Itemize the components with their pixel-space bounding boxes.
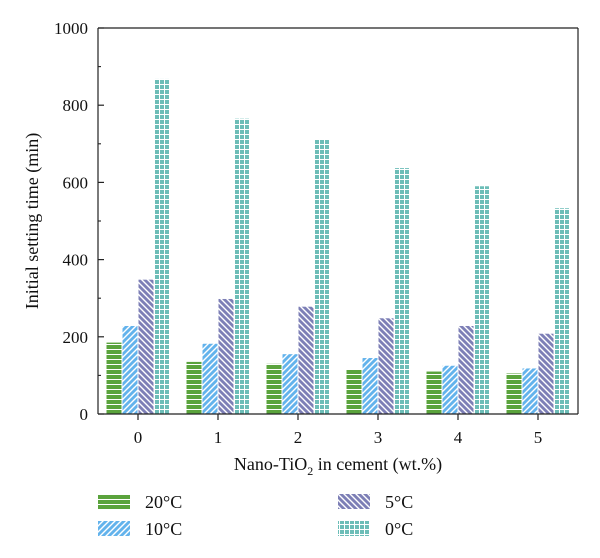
x-tick-label: 4 xyxy=(454,428,463,447)
y-tick-label: 800 xyxy=(63,96,89,115)
y-tick-label: 1000 xyxy=(54,19,88,38)
bar-0°C-0 xyxy=(154,78,170,415)
legend-swatch-10°C xyxy=(98,521,130,536)
bar-20°C-4 xyxy=(426,371,442,414)
legend-swatch-0°C xyxy=(338,521,370,536)
legend-swatch-20°C xyxy=(98,494,130,509)
axes-group xyxy=(97,27,579,415)
legend-label: 0°C xyxy=(385,519,413,539)
bar-10°C-2 xyxy=(282,354,298,414)
bar-0°C-1 xyxy=(234,118,250,415)
bar-0°C-4 xyxy=(474,186,490,414)
bar-5°C-1 xyxy=(218,298,234,414)
x-tick-label: 1 xyxy=(214,428,223,447)
bars-group xyxy=(106,78,570,415)
bar-5°C-3 xyxy=(378,318,394,414)
legend-label: 10°C xyxy=(145,519,182,539)
y-axis-title: Initial setting time (min) xyxy=(22,133,43,309)
bar-5°C-2 xyxy=(298,306,314,414)
bar-10°C-1 xyxy=(202,343,218,414)
y-ticks-group: 0 200 400 600 800 1000 xyxy=(54,19,104,424)
bar-20°C-5 xyxy=(506,373,522,414)
bar-0°C-5 xyxy=(554,208,570,414)
bar-10°C-0 xyxy=(122,325,138,414)
legend-swatch-5°C xyxy=(338,494,370,509)
legend-label: 5°C xyxy=(385,492,413,512)
x-tick-label: 2 xyxy=(294,428,303,447)
x-ticks-group: 0 1 2 3 4 5 xyxy=(134,414,543,447)
legend: 20°C 10°C 5°C 0°C xyxy=(98,492,413,539)
bar-20°C-1 xyxy=(186,361,202,414)
legend-label: 20°C xyxy=(145,492,182,512)
bar-20°C-2 xyxy=(266,363,282,414)
y-tick-label: 400 xyxy=(63,251,89,270)
bar-5°C-5 xyxy=(538,333,554,414)
bar-10°C-4 xyxy=(442,365,458,414)
x-tick-label: 0 xyxy=(134,428,143,447)
x-tick-label: 3 xyxy=(374,428,383,447)
bar-0°C-2 xyxy=(314,139,330,414)
bar-5°C-4 xyxy=(458,325,474,414)
y-tick-label: 200 xyxy=(63,328,89,347)
y-tick-label: 600 xyxy=(63,173,89,192)
bar-20°C-0 xyxy=(106,342,122,414)
y-tick-label: 0 xyxy=(80,405,89,424)
bar-20°C-3 xyxy=(346,369,362,414)
x-tick-label: 5 xyxy=(534,428,543,447)
bar-5°C-0 xyxy=(138,279,154,414)
x-axis-title: Nano-TiO2 in cement (wt.%) xyxy=(234,454,442,478)
bar-10°C-5 xyxy=(522,368,538,414)
bar-0°C-3 xyxy=(394,168,410,414)
bar-10°C-3 xyxy=(362,358,378,414)
